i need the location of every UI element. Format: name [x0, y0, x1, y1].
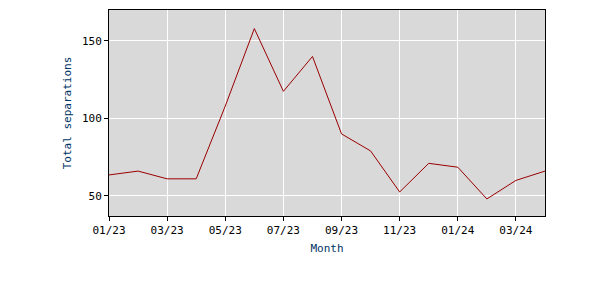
svg-text:Month: Month: [310, 242, 343, 255]
svg-text:50: 50: [89, 190, 102, 203]
svg-text:01/23: 01/23: [92, 224, 125, 237]
svg-text:11/23: 11/23: [383, 224, 416, 237]
svg-text:150: 150: [82, 35, 102, 48]
svg-text:09/23: 09/23: [325, 224, 358, 237]
svg-text:03/23: 03/23: [151, 224, 184, 237]
svg-text:01/24: 01/24: [441, 224, 474, 237]
svg-text:100: 100: [82, 112, 102, 125]
svg-text:Total separations: Total separations: [61, 57, 74, 170]
svg-text:03/24: 03/24: [499, 224, 532, 237]
svg-text:07/23: 07/23: [267, 224, 300, 237]
svg-text:05/23: 05/23: [209, 224, 242, 237]
